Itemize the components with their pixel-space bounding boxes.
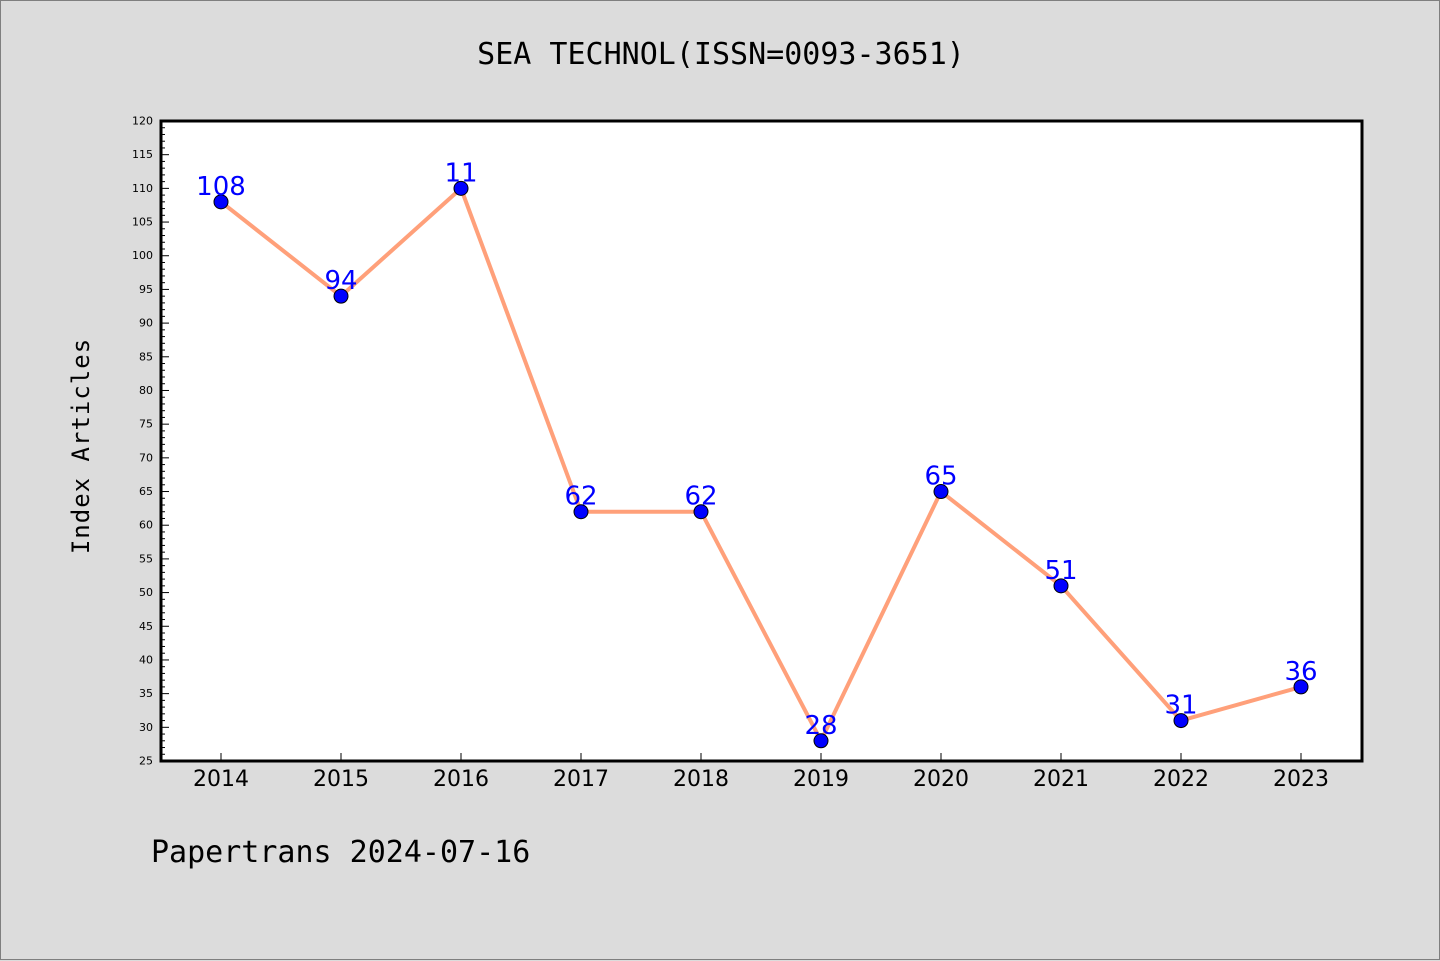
y-tick-label: 105: [132, 216, 153, 229]
data-label: 51: [1044, 556, 1077, 586]
data-point: [453, 180, 469, 196]
data-label: 36: [1284, 657, 1317, 687]
x-tick-label: 2016: [433, 767, 489, 792]
x-tick-label: 2018: [673, 767, 729, 792]
y-tick-label: 45: [139, 620, 153, 633]
plot-area: [161, 121, 1362, 761]
chart-title: SEA TECHNOL(ISSN=0093-3651): [477, 37, 965, 72]
y-tick-label: 30: [139, 721, 153, 734]
data-label: 11: [444, 158, 477, 188]
data-point: [333, 288, 349, 304]
data-label: 62: [564, 482, 597, 512]
y-tick-label: 110: [132, 182, 153, 195]
y-tick-label: 40: [139, 653, 153, 666]
data-label: 31: [1164, 691, 1197, 721]
y-tick-label: 35: [139, 687, 153, 700]
x-tick-label: 2017: [553, 767, 609, 792]
x-tick-label: 2020: [913, 767, 969, 792]
y-tick-label: 80: [139, 384, 153, 397]
y-tick-label: 25: [139, 755, 153, 768]
data-point: [573, 504, 589, 520]
series-line: [219, 186, 1303, 743]
y-tick-label: 50: [139, 586, 153, 599]
y-tick-label: 70: [139, 451, 153, 464]
y-tick-label: 65: [139, 485, 153, 498]
plot-border: [159, 119, 1364, 763]
data-point: [693, 504, 709, 520]
data-label: 94: [324, 266, 357, 296]
data-label: 28: [804, 711, 837, 741]
data-point: [813, 733, 829, 749]
x-tick-label: 2022: [1153, 767, 1209, 792]
data-point: [1173, 713, 1189, 729]
x-tick-label: 2019: [793, 767, 849, 792]
y-tick-label: 100: [132, 249, 153, 262]
data-point: [213, 194, 229, 210]
data-point: [1053, 578, 1069, 594]
y-tick-label: 120: [132, 115, 153, 128]
data-label: 108: [196, 172, 246, 202]
y-tick-label: 75: [139, 418, 153, 431]
footer-credit: Papertrans 2024-07-16: [151, 835, 531, 870]
y-tick-label: 55: [139, 552, 153, 565]
x-tick-label: 2021: [1033, 767, 1089, 792]
x-tick-label: 2015: [313, 767, 369, 792]
y-tick-label: 115: [132, 148, 153, 161]
x-tick-label: 2023: [1273, 767, 1329, 792]
y-tick-label: 95: [139, 283, 153, 296]
y-tick-label: 60: [139, 519, 153, 532]
data-point: [933, 484, 949, 500]
x-tick-label: 2014: [193, 767, 249, 792]
data-label: 62: [684, 482, 717, 512]
y-tick-label: 85: [139, 350, 153, 363]
data-label: 65: [924, 462, 957, 492]
y-tick-label: 90: [139, 317, 153, 330]
data-point: [1293, 679, 1309, 695]
